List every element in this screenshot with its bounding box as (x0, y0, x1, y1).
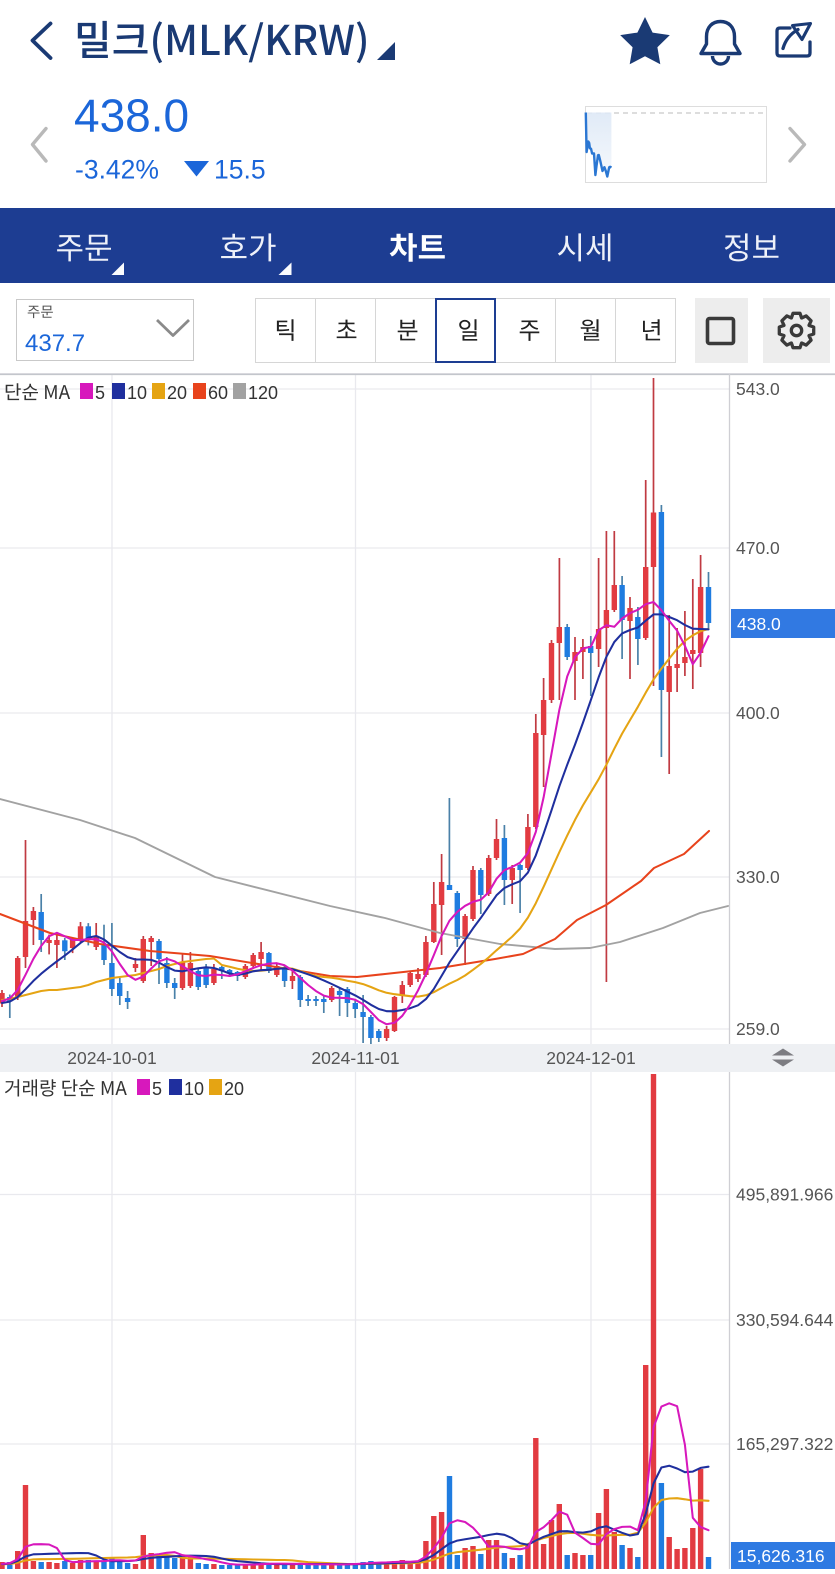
svg-text:20: 20 (167, 383, 187, 403)
svg-text:2024-11-01: 2024-11-01 (311, 1048, 399, 1068)
svg-text:438.0: 438.0 (74, 90, 189, 142)
svg-text:5: 5 (152, 1079, 162, 1099)
svg-text:437.7: 437.7 (25, 330, 85, 357)
svg-text:120: 120 (248, 383, 278, 403)
svg-text:10: 10 (127, 383, 147, 403)
svg-text:15.5: 15.5 (214, 155, 266, 185)
svg-text:10: 10 (184, 1079, 204, 1099)
svg-text:330,594.644: 330,594.644 (736, 1310, 834, 1330)
svg-text:330.0: 330.0 (736, 867, 780, 887)
svg-text:2024-12-01: 2024-12-01 (546, 1048, 636, 1068)
svg-text:543.0: 543.0 (736, 379, 780, 399)
svg-text:-3.42%: -3.42% (75, 155, 159, 185)
svg-text:2024-10-01: 2024-10-01 (67, 1048, 157, 1068)
svg-text:470.0: 470.0 (736, 538, 780, 558)
svg-text:5: 5 (95, 383, 105, 403)
svg-text:15,626.316: 15,626.316 (737, 1546, 825, 1566)
svg-text:60: 60 (208, 383, 228, 403)
svg-text:400.0: 400.0 (736, 703, 780, 723)
svg-text:20: 20 (224, 1079, 244, 1099)
svg-text:259.0: 259.0 (736, 1019, 780, 1039)
svg-text:438.0: 438.0 (737, 614, 781, 634)
svg-text:495,891.966: 495,891.966 (736, 1185, 833, 1205)
svg-text:165,297.322: 165,297.322 (736, 1434, 833, 1454)
